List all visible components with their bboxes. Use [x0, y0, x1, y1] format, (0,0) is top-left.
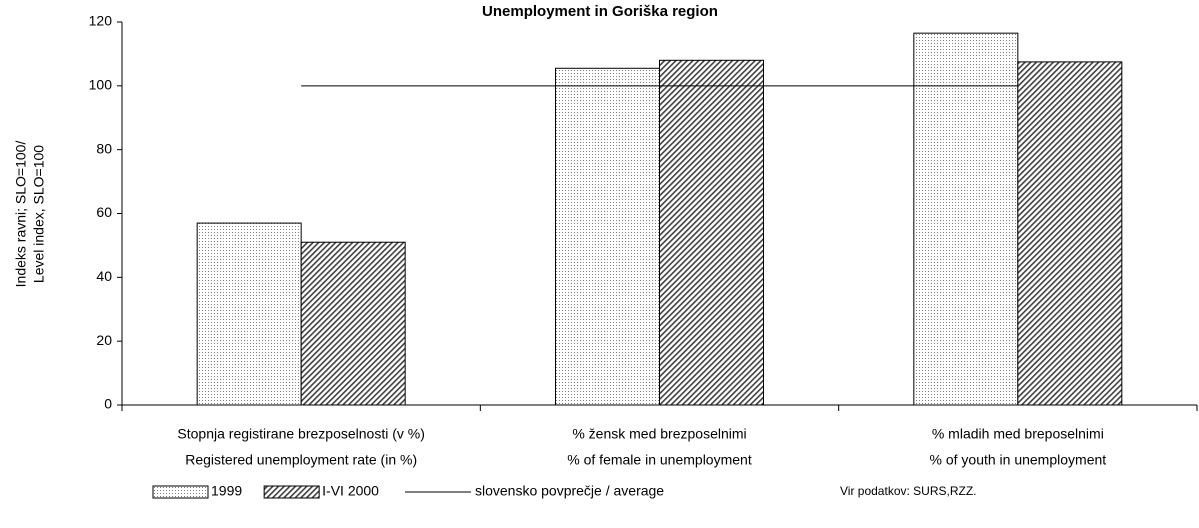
- bar: [300, 241, 406, 406]
- bar: [1017, 61, 1123, 406]
- x-tick-label: % of youth in unemployment: [930, 452, 1107, 468]
- bar: [659, 59, 764, 406]
- x-tick-label: % žensk med brezposelnimi: [572, 426, 746, 442]
- bar: [913, 32, 1019, 406]
- bar: [555, 67, 660, 406]
- x-tick-label: % of female in unemployment: [567, 452, 752, 468]
- legend-swatch: [152, 485, 209, 499]
- chart-title: Unemployment in Goriška region: [482, 3, 718, 20]
- bar: [196, 222, 302, 406]
- legend-label: slovensko povprečje / average: [475, 483, 664, 499]
- y-tick-label: 40: [96, 268, 112, 284]
- legend-swatch: [263, 485, 320, 499]
- x-tick-label: % mladih med breposelnimi: [932, 426, 1104, 442]
- y-axis-label: Level index, SLO=100: [31, 145, 47, 283]
- y-tick-label: 80: [96, 140, 112, 156]
- y-axis-label: Indeks ravni; SLO=100/: [13, 141, 29, 288]
- y-tick-label: 60: [96, 204, 112, 220]
- x-tick-label: Stopnja registirane brezposelnosti (v %): [177, 426, 424, 442]
- y-tick-label: 100: [89, 77, 113, 93]
- y-tick-label: 120: [89, 13, 113, 29]
- x-tick-label: Registered unemployment rate (in %): [185, 452, 417, 468]
- legend-label: 1999: [211, 483, 242, 499]
- source-note: Vir podatkov: SURS,RZZ.: [840, 484, 977, 498]
- legend-label: I-VI 2000: [322, 483, 379, 499]
- y-tick-label: 0: [104, 396, 112, 412]
- y-tick-label: 20: [96, 332, 112, 348]
